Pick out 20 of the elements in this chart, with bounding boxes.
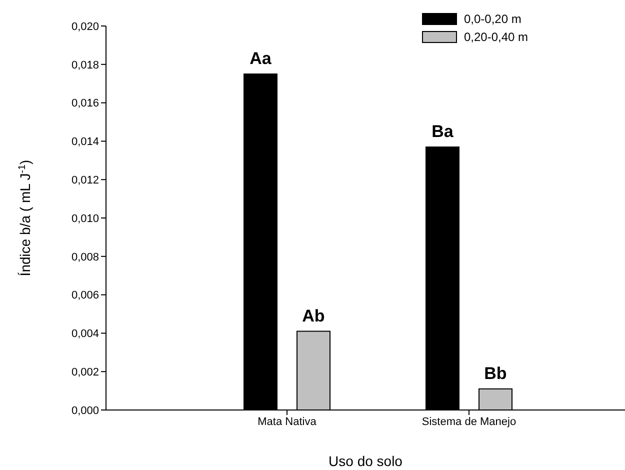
y-tick-label: 0,000 <box>71 404 99 417</box>
legend-label: 0,20-0,40 m <box>464 29 528 46</box>
x-tick-label: Mata Nativa <box>258 416 318 428</box>
data-label: Aa <box>250 49 272 68</box>
data-label: Bb <box>484 364 507 383</box>
y-tick-label: 0,006 <box>71 290 99 302</box>
y-tick-label: 0,020 <box>71 20 99 33</box>
x-axis-title: Uso do solo <box>328 453 403 469</box>
legend-label: 0,0-0,20 m <box>464 11 522 28</box>
y-tick-label: 0,014 <box>71 136 99 148</box>
y-tick-label: 0,004 <box>71 328 99 340</box>
y-tick-label: 0,008 <box>71 251 99 264</box>
y-tick-label: 0,016 <box>71 98 99 110</box>
y-tick-label: 0,010 <box>71 212 99 225</box>
x-tick-label: Sistema de Manejo <box>422 416 516 428</box>
y-tick-label: 0,018 <box>71 59 99 72</box>
y-tick-label: 0,012 <box>71 174 99 187</box>
data-label: Ab <box>302 306 325 326</box>
y-tick-label: 0,002 <box>71 366 99 379</box>
data-label: Ba <box>432 122 454 141</box>
